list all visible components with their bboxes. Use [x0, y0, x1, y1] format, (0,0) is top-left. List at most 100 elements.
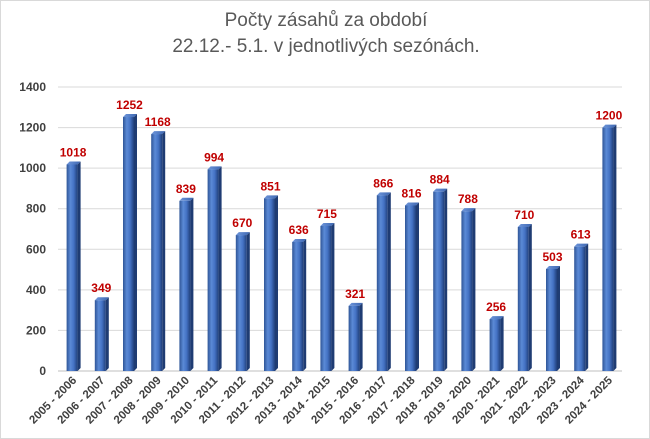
bar-top	[235, 232, 250, 236]
bar-top	[292, 238, 307, 242]
bar	[123, 114, 137, 371]
y-tick-label: 0	[39, 364, 46, 378]
data-label: 788	[458, 192, 478, 206]
bar-front	[235, 235, 247, 371]
bar-front	[320, 225, 332, 371]
bar	[235, 232, 250, 371]
bar-side	[218, 166, 222, 371]
bar-side	[585, 243, 589, 371]
bar-front	[574, 246, 586, 371]
bar-side	[416, 202, 419, 371]
bar-top	[179, 197, 194, 201]
data-label: 816	[401, 186, 421, 200]
data-label: 349	[91, 281, 111, 295]
bar-side	[162, 131, 166, 371]
bar-top	[602, 124, 617, 128]
bar	[405, 202, 419, 371]
bar	[489, 316, 504, 371]
bar-front	[151, 134, 163, 371]
data-label: 1168	[145, 115, 171, 129]
data-label: 503	[542, 250, 562, 264]
bar-front	[433, 191, 445, 371]
bar-side	[613, 124, 617, 371]
bar	[461, 208, 476, 371]
bar-front	[348, 305, 360, 371]
bar-front	[546, 268, 557, 371]
gridlines	[58, 86, 622, 372]
bar	[602, 124, 617, 371]
bar-side	[246, 232, 250, 371]
bar-top	[376, 192, 391, 196]
y-tick-label: 1400	[19, 80, 46, 94]
y-tick-label: 800	[26, 202, 46, 216]
bar-front	[517, 226, 529, 371]
data-label: 839	[176, 182, 196, 196]
bar	[517, 223, 532, 371]
bar	[546, 265, 560, 371]
bar-side	[275, 195, 278, 371]
bar	[320, 222, 335, 371]
bar	[66, 161, 81, 371]
bar-side	[500, 316, 504, 371]
y-tick-label: 600	[26, 242, 46, 256]
bar-front	[376, 195, 388, 371]
bar-front	[66, 164, 78, 371]
bar	[292, 238, 307, 371]
bar-front	[264, 198, 275, 371]
data-label: 670	[232, 216, 252, 230]
bar	[376, 192, 391, 371]
y-axis-tick-labels: 0 200 400 600 800 1000 1200 1400	[19, 80, 46, 378]
data-label: 710	[514, 208, 534, 222]
y-tick-label: 200	[26, 323, 46, 337]
bar-side	[557, 265, 560, 371]
bar-side	[303, 238, 307, 371]
bar-side	[331, 222, 335, 371]
data-label: 321	[345, 287, 365, 301]
bar-front	[207, 169, 219, 371]
bar-top	[574, 243, 589, 247]
data-label: 1252	[116, 98, 143, 112]
bar-top	[517, 223, 532, 227]
data-label: 851	[260, 179, 280, 193]
bar-top	[489, 316, 504, 320]
bar-side	[387, 192, 391, 371]
bar	[348, 302, 363, 371]
data-label: 884	[430, 173, 450, 187]
bar-front	[292, 241, 304, 371]
bar-side	[444, 188, 448, 371]
data-label: 636	[289, 223, 309, 237]
bar-side	[359, 302, 363, 371]
chart-title: Počty zásahů za období	[224, 10, 428, 31]
bar	[94, 297, 109, 371]
bar-front	[461, 211, 473, 371]
bar	[151, 131, 166, 371]
y-tick-label: 1000	[19, 161, 46, 175]
bar-side	[472, 208, 476, 371]
bar-top	[348, 302, 363, 306]
bar-front	[123, 117, 134, 371]
bar-side	[528, 223, 532, 371]
bar-top	[94, 297, 109, 301]
bar-top	[66, 161, 81, 165]
bar-top	[405, 202, 419, 206]
bar	[264, 195, 278, 371]
bar-top	[151, 131, 166, 135]
bar-top	[320, 222, 335, 226]
bar-top	[207, 166, 222, 170]
data-label: 613	[571, 228, 591, 242]
bar-top	[264, 195, 278, 199]
bar-top	[123, 114, 137, 118]
data-label: 994	[204, 150, 224, 164]
bar-side	[190, 197, 194, 371]
bar-side	[77, 161, 81, 371]
bar-side	[134, 114, 137, 371]
y-tick-label: 400	[26, 283, 46, 297]
data-label: 866	[373, 176, 393, 190]
bar-front	[179, 200, 191, 371]
y-tick-label: 1200	[19, 121, 46, 135]
bar-side	[105, 297, 109, 371]
data-label: 715	[317, 207, 337, 221]
